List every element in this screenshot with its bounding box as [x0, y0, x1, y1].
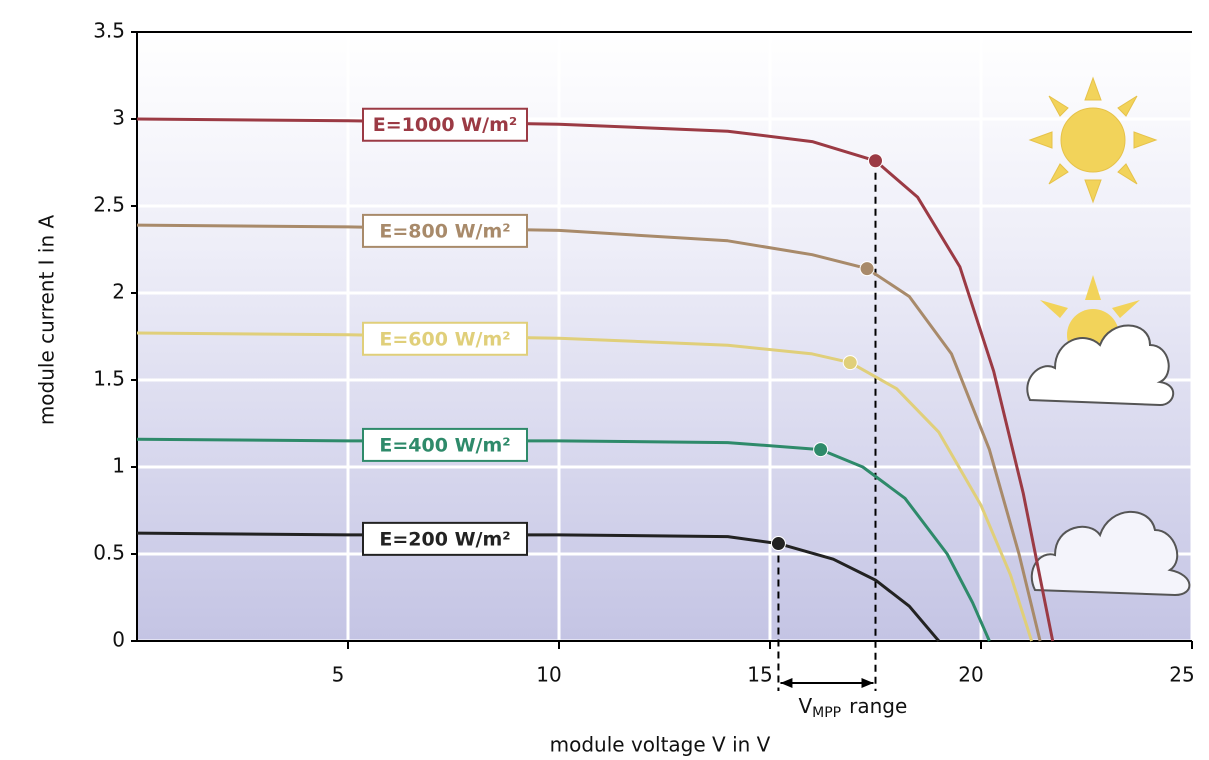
mpp-point [859, 261, 875, 277]
vmpp-label-part: V [798, 694, 812, 718]
cloud-icon [1030, 510, 1191, 597]
y-tick-label: 2.5 [93, 193, 125, 217]
mpp-point [770, 536, 786, 552]
y-tick-label: 0 [112, 628, 125, 652]
y-tick-label: 3.5 [93, 19, 125, 43]
y-tick-label: 0.5 [93, 541, 125, 565]
mpp-point [842, 355, 858, 371]
x-tick-label: 10 [536, 663, 561, 687]
mpp-point [868, 153, 883, 169]
x-tick-label: 15 [747, 663, 772, 687]
x-tick-label: 20 [958, 663, 983, 687]
y-tick-label: 1 [112, 454, 125, 478]
y-tick-label: 1.5 [93, 367, 125, 391]
series-label-box [362, 521, 528, 556]
vmpp-label-part: MPP [812, 705, 841, 721]
vmpp-label-part: range [849, 694, 907, 718]
y-tick-label: 2 [112, 280, 125, 304]
series-label-box [362, 321, 528, 356]
series-label-box [362, 427, 528, 462]
series-label: E=800 W/m² [379, 220, 510, 242]
series-label-box [362, 213, 528, 248]
x-tick-label: 25 [1169, 663, 1194, 687]
y-tick-label: 3 [112, 106, 125, 130]
x-axis-label: module voltage V in V [550, 733, 771, 757]
series-label: E=400 W/m² [379, 434, 510, 456]
series-label: E=200 W/m² [379, 528, 510, 550]
series-label: E=1000 W/m² [373, 114, 517, 136]
series-label-box [362, 107, 528, 142]
y-axis-label: module current I in A [35, 215, 59, 426]
series-label: E=600 W/m² [379, 328, 510, 350]
mpp-point [813, 442, 829, 458]
vmpp-label: VMPP range [798, 694, 907, 722]
axis-frame [136, 31, 1192, 642]
sun-icon [1028, 76, 1158, 204]
x-tick-label: 5 [332, 663, 345, 687]
sun-cloud-icon [1026, 275, 1175, 407]
